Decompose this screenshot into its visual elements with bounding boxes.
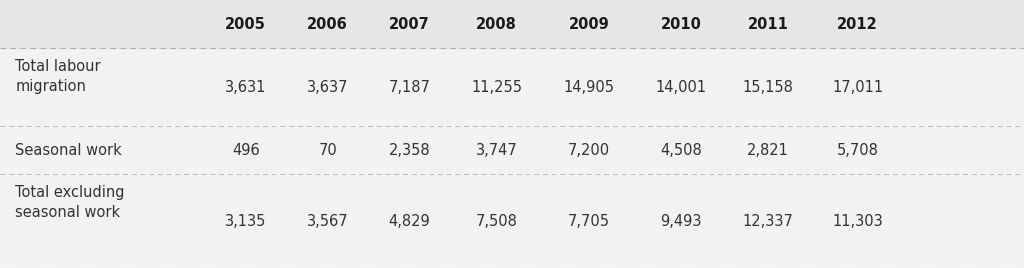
Text: Seasonal work: Seasonal work — [15, 143, 122, 158]
Text: 2,821: 2,821 — [748, 143, 788, 158]
Text: 2009: 2009 — [568, 17, 609, 32]
Text: 15,158: 15,158 — [742, 80, 794, 95]
Text: 2008: 2008 — [476, 17, 517, 32]
Text: 4,829: 4,829 — [389, 214, 430, 229]
Text: 7,508: 7,508 — [476, 214, 517, 229]
Text: 3,135: 3,135 — [225, 214, 266, 229]
Text: 2012: 2012 — [838, 17, 878, 32]
Text: 4,508: 4,508 — [660, 143, 701, 158]
Text: 3,631: 3,631 — [225, 80, 266, 95]
Text: 9,493: 9,493 — [660, 214, 701, 229]
Text: 14,001: 14,001 — [655, 80, 707, 95]
Text: 7,200: 7,200 — [567, 143, 610, 158]
Text: 2006: 2006 — [307, 17, 348, 32]
Text: 2011: 2011 — [748, 17, 788, 32]
Text: 14,905: 14,905 — [563, 80, 614, 95]
Text: 12,337: 12,337 — [742, 214, 794, 229]
Text: 5,708: 5,708 — [837, 143, 879, 158]
Bar — [0, 0, 1024, 48]
Text: 3,637: 3,637 — [307, 80, 348, 95]
Text: 496: 496 — [231, 143, 260, 158]
Text: Total excluding
seasonal work: Total excluding seasonal work — [15, 185, 125, 220]
Text: 11,255: 11,255 — [471, 80, 522, 95]
Text: Total labour
migration: Total labour migration — [15, 59, 101, 94]
Text: 2005: 2005 — [225, 17, 266, 32]
Text: 2,358: 2,358 — [389, 143, 430, 158]
Text: 17,011: 17,011 — [833, 80, 883, 95]
Text: 2010: 2010 — [660, 17, 701, 32]
Text: 11,303: 11,303 — [833, 214, 883, 229]
Text: 7,705: 7,705 — [567, 214, 610, 229]
Text: 2007: 2007 — [389, 17, 430, 32]
Text: 3,747: 3,747 — [476, 143, 517, 158]
Text: 3,567: 3,567 — [307, 214, 348, 229]
Text: 7,187: 7,187 — [389, 80, 430, 95]
Text: 70: 70 — [318, 143, 337, 158]
